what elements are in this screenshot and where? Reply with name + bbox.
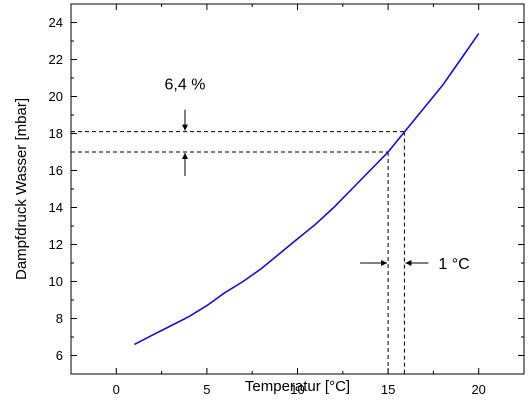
y-tick-label: 6: [56, 348, 63, 363]
y-tick-label: 14: [49, 200, 63, 215]
y-tick-label: 20: [49, 89, 63, 104]
arrow-right-head: [381, 260, 388, 266]
y-axis-title: Dampfdruck Wasser [mbar]: [13, 98, 30, 280]
degree-annotation: 1 °C: [438, 256, 469, 273]
y-tick-label: 24: [49, 15, 63, 30]
plot-frame: [70, 3, 525, 375]
y-tick-label: 18: [49, 126, 63, 141]
series-layer: [134, 33, 480, 346]
y-tick-label: 12: [49, 237, 63, 252]
annotation-arrows: [182, 109, 429, 266]
x-axis-title: Temperatur [°C]: [245, 378, 350, 395]
x-tick-label: 10: [290, 382, 304, 397]
x-tick-label: 20: [471, 382, 485, 397]
arrow-down-head: [182, 124, 188, 131]
y-tick-label: 16: [49, 163, 63, 178]
arrow-left-head: [405, 260, 412, 266]
percent-annotation: 6,4 %: [165, 77, 206, 94]
x-tick-label: 0: [113, 382, 120, 397]
y-tick-label: 8: [56, 311, 63, 326]
y-tick-label: 10: [49, 274, 63, 289]
arrow-up-head: [182, 153, 188, 159]
x-tick-label: 5: [203, 382, 210, 397]
axis-ticks: 0 5 10 15 20 6 8 10 12 14 16 18 20 22 24: [49, 3, 525, 397]
vapor-pressure-line: [134, 33, 480, 346]
y-tick-label: 22: [49, 52, 63, 67]
x-tick-label: 15: [381, 382, 395, 397]
guide-lines: [71, 131, 405, 374]
